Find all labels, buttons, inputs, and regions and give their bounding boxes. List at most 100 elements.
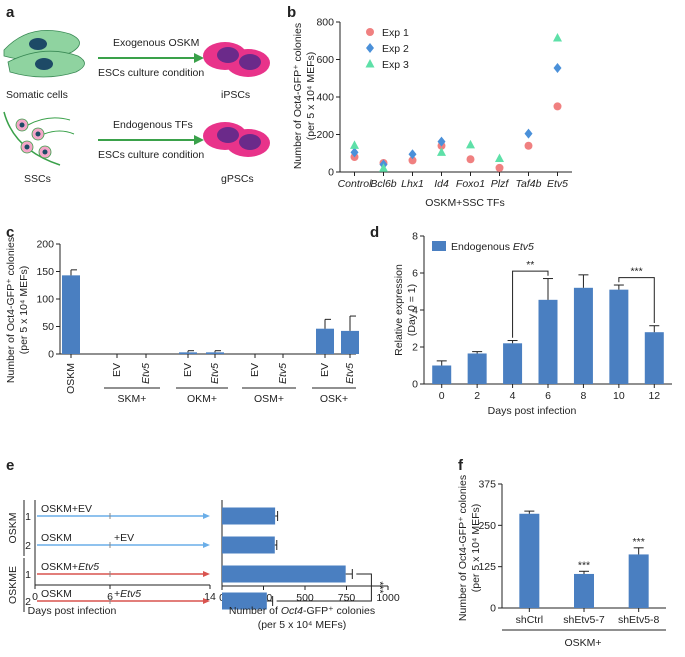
panel-c-ytick-label: 200 [36,239,54,251]
panel-b-point-exp3 [466,139,475,149]
panel-b-xlabel: OSKM+SSC TFs [425,197,504,209]
panel-d-bar [609,289,629,384]
panel-c-bar [316,328,334,354]
panel-c-group-label: SKM+ [118,393,147,405]
panel-b-point-exp2 [524,128,533,139]
panel-b-xtick-label: Id4 [434,178,449,190]
panel-d-legend-label-text: Endogenous [451,241,513,253]
panel-letter-a: a [6,4,15,21]
panel-f: f Number of Oct4-GFP⁺ colonies (per 5 x … [457,457,666,649]
legend-marker-exp1 [366,28,374,36]
panel-c-ylabel-line2: (per 5 x 10⁴ MEFs) [18,266,30,355]
panel-d-ylabel-line2: (Day 0 = 1) [406,284,418,336]
panel-e-timeline-arrowhead [203,542,210,548]
panel-b-point-exp1 [408,156,417,165]
panel-e-row-text: OSKM [41,532,72,544]
sscs-illustration [3,111,75,166]
panel-d-ytick-label: 2 [412,342,418,354]
panel-e-xlabel-line1: Number of Oct4-GFP⁺ colonies [229,605,375,617]
somatic-cells-label: Somatic cells [6,89,68,101]
panel-e-timeline-arrowhead [203,571,210,577]
panel-b-ytick-label: 400 [316,92,334,104]
panel-e-significance-bracket [276,573,372,602]
panel-d-significance-label: *** [630,266,642,278]
panel-letter-b: b [287,4,296,21]
panel-c-group-label: OKM+ [187,393,217,405]
panel-c-xtick-label: EV [249,363,261,377]
panel-e-row-gene: Etv5 [78,561,99,573]
somatic-cells-illustration [3,30,85,78]
panel-f-bar [574,573,594,608]
panel-c-xtick-label: EV [319,363,331,377]
panel-f-significance-label: *** [578,559,590,571]
panel-e-timeline-xlabel: Days post infection [28,605,117,617]
panel-d-xtick-label: 6 [545,390,551,402]
panel-d-ytick-label: 0 [412,379,418,391]
sscs-label: SSCs [24,173,51,185]
panel-b-point-exp2 [553,62,562,73]
panel-e-timeline-xtick-label: 14 [204,591,216,603]
panel-e-rep-label: 1 [25,511,31,523]
panel-b-point-exp2 [437,136,446,147]
panel-c-bar [341,330,359,354]
panel-b-xtick-label: Bcl6b [370,178,396,190]
panel-f-axes: 0 125 250 375 shCtrl shEtv5-7 shEtv5-8 [478,479,666,631]
panel-b-point-exp1 [466,155,475,164]
panel-e-xlabel-a: Number of [229,605,281,617]
panel-d-bar [432,365,452,384]
panel-d-ylabel: Relative expression (Day 0 = 1) [393,264,418,356]
panel-b-ylabel-line1: Number of Oct4-GFP⁺ colonies [292,23,304,169]
panel-e-bar [222,565,346,583]
panel-f-ylabel-line1: Number of Oct4-GFP⁺ colonies [457,475,469,621]
panel-f-ylabel-line2: (per 5 x 10⁴ MEFs) [470,504,482,593]
panel-c-xtick-label: OSKM [65,363,77,394]
legend-label: Exp 1 [382,27,409,39]
panel-d-legend-label: Endogenous Etv5 [451,241,534,253]
panel-c-group-label: OSK+ [320,393,348,405]
panel-d: d Relative expression (Day 0 = 1) 0 2 4 6 8 0… [370,224,672,417]
panel-c-xtick-label: EV [182,363,194,377]
panel-d-legend-label-gene: Etv5 [513,241,534,253]
panel-e-timeline-xtick-label: 6 [107,591,113,603]
gpscs-label: gPSCs [221,173,254,185]
panel-b-point-exp3 [350,140,359,149]
panel-c-xtick-label: Etv5 [140,363,152,384]
ipscs-illustration [203,42,270,77]
panel-d-xtick-label: 10 [613,390,625,402]
panel-c-ytick-label: 50 [42,321,54,333]
ipscs-label: iPSCs [221,89,250,101]
panel-b-xtick-label: Plzf [491,178,510,190]
panel-b-ytick-label: 600 [316,54,334,66]
panel-e-group-label: OSKM [7,513,19,544]
gpscs-illustration [203,122,270,157]
panel-e-significance-label: *** [373,581,385,593]
exogenous-oskm-label: Exogenous OSKM [113,37,199,49]
panel-e-rep-label: 2 [25,540,31,552]
panel-d-bar [573,287,593,384]
panel-e-xtick-label: 750 [338,592,356,604]
panel-d-xtick-label: 12 [648,390,660,402]
panel-letter-c: c [6,224,14,241]
panel-c-ylabel-line1: Number of Oct4-GFP⁺ colonies [5,237,17,383]
panel-e-xlabel-b: Oct4 [281,605,303,617]
panel-f-ytick-label: 0 [490,603,496,615]
panel-f-significance-label: *** [633,536,645,548]
legend-label: Exp 3 [382,59,409,71]
panel-e-row-text: OSKM [41,588,72,600]
panel-d-bar [644,332,664,384]
panel-c-bar [62,275,80,354]
arrow-head-bottom [194,135,204,145]
panel-d-significance-bracket [512,270,549,338]
panel-c: c Number of Oct4-GFP⁺ colonies (per 5 x … [5,224,359,405]
panel-f-ytick-label: 250 [478,520,496,532]
legend-marker-exp2 [366,43,374,53]
panel-b-ytick-label: 0 [328,167,334,179]
panel-c-axes: 0 50 100 150 200 OSKM EV Etv5 EV Etv5 EV Etv5 EV Etv5… [36,239,356,405]
panel-c-ytick-label: 0 [48,349,54,361]
panel-d-bar [538,299,558,384]
esc-condition-label-top: ESCs culture condition [98,67,204,79]
panel-e-row-mid-text: +EV [114,532,134,544]
panel-f-xtick-label: shEtv5-8 [618,614,660,626]
panel-b-point-exp2 [350,147,359,158]
